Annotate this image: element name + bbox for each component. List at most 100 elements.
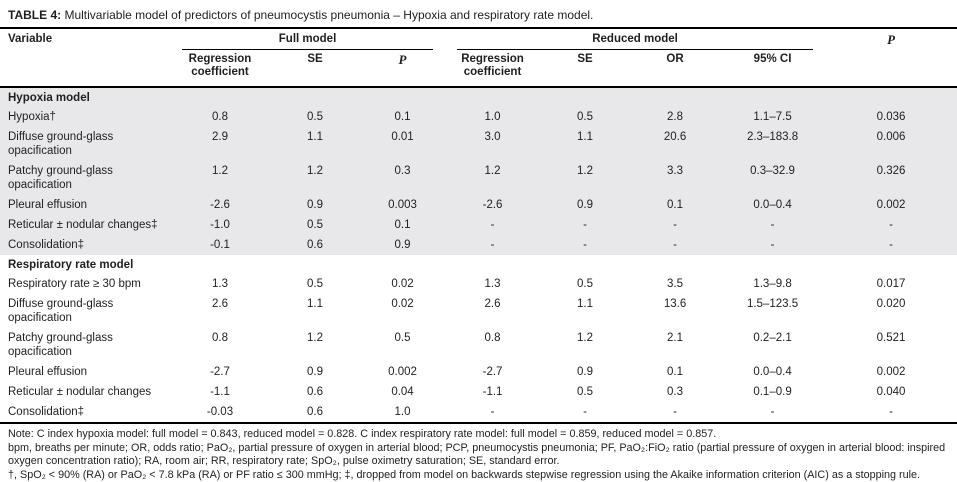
cell-reduced-ci: -: [770, 219, 775, 231]
column-header-full-p: P: [360, 50, 446, 88]
cell-reduced-se: 0.9: [577, 366, 594, 378]
cell-reduced-se: 0.5: [577, 111, 594, 123]
cell-p: -: [889, 219, 893, 231]
column-header-variable: Variable: [0, 29, 170, 88]
table-row: Respiratory rate ≥ 30 bpm 1.3 0.5 0.02 1…: [0, 274, 957, 294]
cell-reduced-ci: 0.2–2.1: [753, 332, 792, 344]
cell-p: 0.326: [876, 165, 906, 177]
section-header-hypoxia-model: Hypoxia model: [0, 87, 957, 107]
full-model-group-label: Full model: [182, 33, 434, 50]
table-title-text: Multivariable model of predictors of pne…: [61, 8, 594, 22]
table-row: Reticular ± nodular changes -1.1 0.6 0.0…: [0, 382, 957, 402]
cell-reduced-ci: 1.3–9.8: [753, 278, 792, 290]
cell-p: 0.006: [876, 131, 906, 143]
cell-full-p: 0.01: [391, 131, 414, 143]
section-header-respiratory-rate-model: Respiratory rate model: [0, 255, 957, 274]
cell-full-regression: 1.3: [212, 278, 228, 290]
row-label: Diffuse ground-glass opacification: [8, 131, 114, 157]
cell-full-regression: -2.7: [210, 366, 230, 378]
cell-reduced-se: -: [583, 219, 587, 231]
table-title: TABLE 4: Multivariable model of predicto…: [0, 0, 957, 29]
cell-full-regression: -2.6: [210, 199, 230, 211]
cell-full-se: 1.2: [307, 165, 323, 177]
cell-reduced-se: -: [540, 402, 631, 424]
cell-reduced-or: 2.8: [667, 111, 684, 123]
cell-reduced-regression: 1.2: [484, 165, 501, 177]
row-label: Pleural effusion: [8, 199, 88, 211]
cell-full-regression: -0.1: [210, 239, 230, 251]
table-row: Consolidation‡ -0.03 0.6 1.0 - - - - -: [0, 402, 957, 424]
cell-reduced-regression: -2.7: [482, 366, 503, 378]
column-header-full-regression: Regression coefficient: [170, 50, 270, 88]
cell-full-p: 0.1: [394, 219, 411, 231]
cell-full-p: 0.9: [394, 239, 411, 251]
cell-full-p: 0.002: [388, 366, 417, 378]
table-row: Pleural effusion -2.7 0.9 0.002 -2.7 0.9…: [0, 362, 957, 382]
cell-p: 0.521: [876, 332, 906, 344]
footnote-note: Note: C index hypoxia model: full model …: [8, 428, 717, 440]
row-label: Consolidation‡: [0, 402, 170, 424]
cell-reduced-se: 0.5: [577, 386, 594, 398]
cell-full-regression: -0.03: [170, 402, 270, 424]
table-row: Patchy ground-glass opacification 0.8 1.…: [0, 328, 957, 362]
table-row: Diffuse ground-glass opacification 2.9 1…: [0, 127, 957, 161]
cell-full-regression: -1.1: [210, 386, 230, 398]
cell-full-regression: 1.2: [212, 165, 228, 177]
cell-p: -: [889, 239, 893, 251]
cell-reduced-or: -: [630, 402, 721, 424]
cell-reduced-se: 0.5: [577, 278, 594, 290]
cell-reduced-regression: 0.8: [484, 332, 501, 344]
cell-reduced-regression: 3.0: [484, 131, 501, 143]
table-row: Patchy ground-glass opacification 1.2 1.…: [0, 161, 957, 195]
column-header-reduced-se: SE: [540, 50, 631, 88]
footnote-daggers: †, SpO₂ < 90% (RA) or PaO₂ < 7.8 kPa (RA…: [8, 469, 921, 481]
row-label: Patchy ground-glass opacification: [8, 165, 113, 191]
cell-full-se: 0.6: [307, 386, 323, 398]
row-label: Consolidation‡: [8, 239, 85, 251]
cell-full-se: 0.5: [307, 278, 323, 290]
reduced-model-group-label: Reduced model: [457, 33, 814, 50]
cell-reduced-ci: 0.0–0.4: [753, 366, 792, 378]
cell-reduced-regression: 1.0: [484, 111, 501, 123]
cell-full-regression: 2.9: [212, 131, 228, 143]
row-label: Reticular ± nodular changes‡: [8, 219, 158, 231]
cell-full-p: 0.02: [391, 278, 414, 290]
cell-reduced-regression: -2.6: [482, 199, 503, 211]
column-header-full-se: SE: [270, 50, 360, 88]
cell-reduced-se: 1.1: [577, 298, 594, 310]
cell-full-se: 0.5: [307, 111, 323, 123]
cell-full-se: 0.6: [270, 402, 360, 424]
cell-reduced-or: -: [673, 239, 677, 251]
column-group-full-model: Full model: [170, 29, 445, 50]
column-header-reduced-or: OR: [630, 50, 721, 88]
table-title-prefix: TABLE 4:: [8, 8, 62, 22]
row-label: Respiratory rate ≥ 30 bpm: [8, 278, 141, 290]
cell-reduced-se: 1.2: [577, 332, 594, 344]
cell-p: 0.002: [876, 366, 906, 378]
section-header-label: Respiratory rate model: [8, 259, 134, 271]
column-header-reduced-ci: 95% CI: [720, 50, 826, 88]
header-row-subheaders: Regression coefficient SE P Regression c…: [0, 50, 957, 88]
cell-reduced-ci: 0.3–32.9: [750, 165, 795, 177]
row-label: Diffuse ground-glass opacification: [8, 298, 114, 324]
stats-table: Variable Full model Reduced model P Regr…: [0, 29, 957, 424]
table-row: Diffuse ground-glass opacification 2.6 1…: [0, 294, 957, 328]
cell-reduced-or: 3.3: [667, 165, 684, 177]
header-row-groups: Variable Full model Reduced model P: [0, 29, 957, 88]
cell-reduced-or: 2.1: [667, 332, 684, 344]
cell-reduced-ci: 1.5–123.5: [746, 298, 799, 310]
section-header-label: Hypoxia model: [8, 92, 90, 104]
table-body: Hypoxia model Hypoxia† 0.8 0.5 0.1 1.0 0…: [0, 87, 957, 424]
cell-full-p: 0.04: [391, 386, 414, 398]
cell-reduced-ci: 1.1–7.5: [753, 111, 792, 123]
cell-full-regression: 0.8: [212, 111, 228, 123]
cell-full-p: 0.3: [394, 165, 411, 177]
cell-full-p: 0.02: [391, 298, 414, 310]
table-header: Variable Full model Reduced model P Regr…: [0, 29, 957, 88]
cell-reduced-regression: 1.3: [484, 278, 501, 290]
table-row: Pleural effusion -2.6 0.9 0.003 -2.6 0.9…: [0, 195, 957, 215]
cell-full-p: 0.003: [388, 199, 417, 211]
cell-reduced-regression: -: [445, 402, 541, 424]
cell-reduced-or: 20.6: [663, 131, 687, 143]
cell-reduced-ci: 0.0–0.4: [753, 199, 792, 211]
